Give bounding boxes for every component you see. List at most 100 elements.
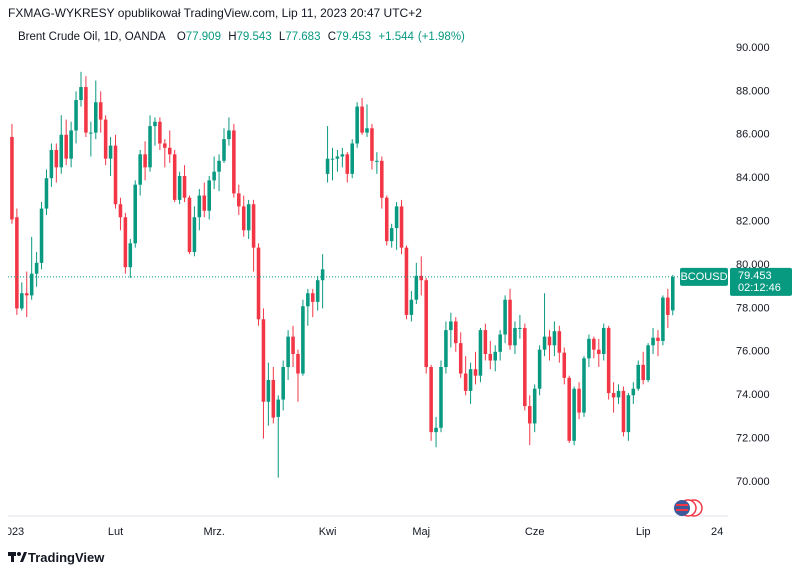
candle-body: [661, 297, 665, 341]
candle-body: [133, 184, 138, 244]
candle-body: [20, 293, 24, 309]
candle-body: [167, 147, 172, 155]
candle-body: [69, 130, 73, 159]
candle-body: [128, 243, 133, 268]
candle-body: [148, 126, 152, 168]
y-tick-label: 74.000: [736, 389, 770, 401]
candle-body: [108, 145, 113, 159]
candle-body: [89, 132, 93, 134]
candle-body: [601, 327, 606, 354]
candle-body: [335, 156, 340, 159]
legend-value: 79.453: [336, 31, 372, 43]
candle-body: [483, 330, 488, 354]
candle-body: [454, 321, 458, 344]
candle-body: [597, 349, 601, 354]
candle-body: [187, 197, 192, 252]
candle-body: [345, 154, 350, 174]
candle-body: [365, 128, 369, 133]
x-tick-label: 2023: [0, 526, 24, 538]
candle-body: [276, 399, 281, 417]
candle-body: [587, 338, 591, 359]
candle-body: [64, 134, 68, 159]
candle-body: [606, 327, 611, 394]
candle-body: [670, 276, 675, 311]
legend-label: H: [228, 31, 237, 43]
candle-body: [360, 106, 364, 133]
candle-body: [611, 393, 616, 398]
candle-body: [582, 358, 586, 413]
candle-body: [10, 136, 14, 220]
candle-body: [557, 331, 562, 353]
candle-body: [237, 193, 241, 207]
candle-body: [79, 87, 83, 101]
x-tick-label: Lut: [108, 526, 123, 538]
candle-body: [34, 262, 39, 274]
candle-body: [241, 206, 246, 231]
candle-body: [192, 217, 197, 252]
legend-value: 79.543: [236, 31, 272, 43]
candle-body: [301, 306, 305, 374]
candle-body: [227, 130, 231, 140]
candle-body: [562, 352, 567, 378]
candle-body: [513, 327, 517, 346]
price-tag-value: 79.453: [738, 270, 772, 282]
legend-value: 77.683: [285, 31, 321, 43]
candle-body: [646, 345, 650, 381]
candle-body: [424, 280, 428, 368]
candle-body: [153, 121, 157, 127]
candle-body: [54, 149, 59, 168]
symbol-tag: [680, 267, 728, 286]
candle-body: [24, 293, 29, 296]
y-tick-label: 86.000: [736, 129, 770, 141]
candle-body: [39, 208, 44, 263]
candle-body: [177, 176, 182, 200]
y-tick-label: 88.000: [736, 85, 770, 97]
candle-body: [552, 331, 557, 346]
candle-body: [98, 102, 103, 120]
candle-body: [310, 293, 315, 302]
legend-label: L: [278, 31, 286, 43]
change-percent: (+1.98%): [417, 31, 465, 43]
candle-body: [118, 204, 123, 218]
candle-body: [592, 338, 596, 350]
candle-body: [666, 297, 670, 315]
candle-body: [44, 178, 49, 209]
candle-body: [542, 336, 547, 350]
candle-body: [399, 206, 404, 248]
candle-body: [59, 134, 64, 168]
candle-body: [15, 217, 19, 309]
candle-body: [380, 160, 384, 198]
candle-body: [567, 377, 571, 441]
candle-body: [291, 336, 295, 354]
flag-icon: [674, 499, 703, 517]
candle-body: [172, 154, 177, 200]
candle-body: [389, 228, 394, 242]
candle-body: [508, 299, 512, 346]
candle-body: [182, 176, 187, 198]
candle-body: [212, 171, 216, 181]
symbol-title: Brent Crude Oil, 1D, OANDA: [18, 31, 166, 43]
candle-body: [197, 195, 202, 218]
price-tag: [730, 267, 792, 296]
candle-body: [537, 349, 542, 389]
y-tick-label: 90.000: [736, 42, 770, 54]
y-tick-label: 70.000: [736, 476, 770, 488]
candle-body: [143, 154, 147, 168]
candle-body: [340, 154, 345, 157]
candle-body: [281, 367, 285, 400]
candle-body: [370, 128, 374, 161]
candle-body: [394, 206, 399, 229]
candle-body: [641, 364, 645, 381]
candle-body: [251, 204, 256, 248]
candle-body: [488, 353, 493, 361]
candle-body: [503, 299, 507, 335]
candle-body: [572, 388, 576, 441]
candle-body: [631, 388, 636, 396]
publisher-header: FXMAG-WYKRESY opublikował TradingView.co…: [8, 6, 422, 20]
candle-body: [123, 217, 128, 268]
legend-label: C: [327, 31, 336, 43]
plot-area: 2023 Lut Mrz. Kwi Maj Cze Lip 24: [0, 71, 728, 538]
candle-body: [261, 319, 266, 402]
candle-body: [246, 204, 251, 231]
